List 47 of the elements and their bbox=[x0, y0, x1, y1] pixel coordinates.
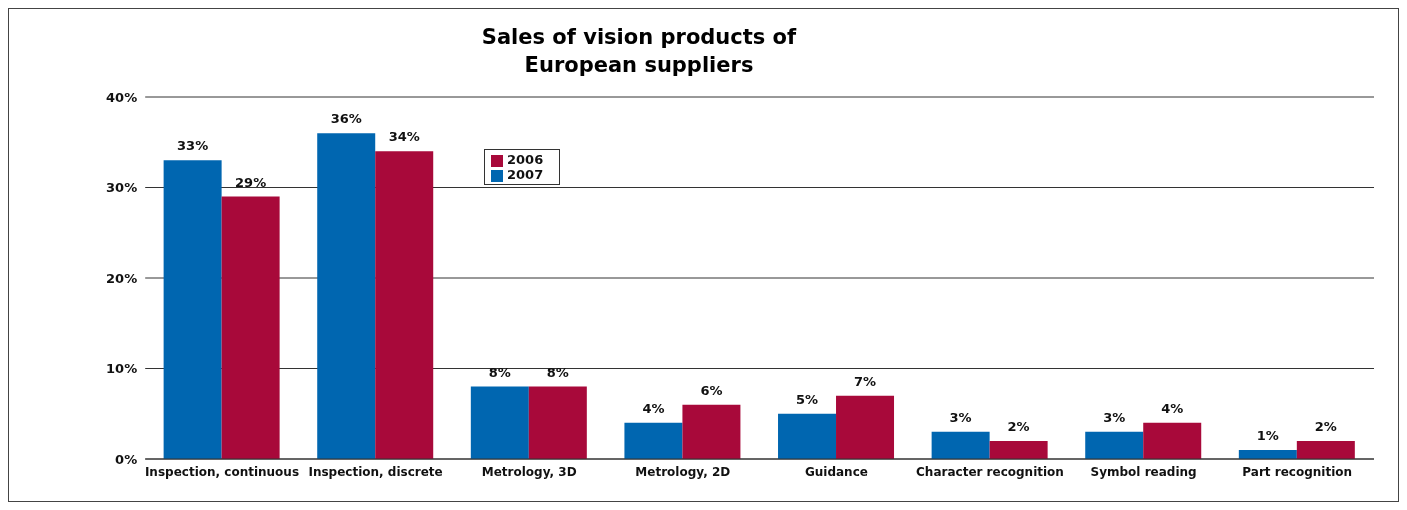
data-label: 5% bbox=[795, 391, 819, 407]
bar bbox=[1143, 422, 1202, 459]
chart-title: Sales of vision products of European suppliers bbox=[480, 24, 798, 79]
data-label: 3% bbox=[1103, 409, 1126, 425]
y-tick-label: 10% bbox=[106, 361, 138, 377]
data-label: 2% bbox=[1007, 418, 1030, 434]
bar bbox=[989, 440, 1048, 459]
bar bbox=[836, 395, 895, 459]
bar bbox=[470, 386, 529, 459]
bar bbox=[682, 404, 741, 459]
x-tick-label: Inspection, discrete bbox=[308, 464, 443, 479]
data-label: 6% bbox=[700, 382, 723, 398]
bar bbox=[528, 386, 587, 459]
x-tick-label: Part recognition bbox=[1242, 464, 1353, 479]
x-tick-label: Metrology, 3D bbox=[481, 464, 577, 479]
y-tick-label: 0% bbox=[115, 451, 138, 467]
data-label: 3% bbox=[949, 409, 972, 425]
data-label: 8% bbox=[546, 364, 569, 380]
bar bbox=[1296, 440, 1355, 459]
data-label: 4% bbox=[1161, 400, 1184, 416]
legend-label: 2007 bbox=[507, 167, 544, 182]
data-label: 4% bbox=[642, 400, 665, 416]
x-tick-label: Metrology, 2D bbox=[635, 464, 731, 479]
x-tick-label: Character recognition bbox=[916, 464, 1064, 479]
bar bbox=[624, 422, 683, 459]
bar bbox=[221, 196, 280, 459]
data-label: 2% bbox=[1314, 418, 1337, 434]
data-label: 7% bbox=[853, 373, 877, 389]
bar bbox=[1085, 431, 1144, 459]
data-label: 34% bbox=[388, 129, 420, 145]
bar bbox=[163, 160, 222, 459]
data-label: 8% bbox=[488, 364, 511, 380]
x-tick-label: Inspection, continuous bbox=[144, 464, 300, 479]
bar bbox=[317, 133, 376, 459]
y-tick-label: 30% bbox=[106, 180, 138, 196]
data-label: 1% bbox=[1256, 427, 1279, 443]
y-tick-label: 40% bbox=[106, 89, 138, 105]
x-tick-label: Guidance bbox=[804, 464, 868, 479]
bar bbox=[375, 151, 434, 459]
data-label: 33% bbox=[177, 138, 209, 154]
legend-label: 2006 bbox=[507, 152, 544, 167]
x-tick-label: Symbol reading bbox=[1090, 464, 1197, 479]
bar bbox=[778, 413, 837, 459]
data-label: 36% bbox=[330, 111, 362, 127]
data-label: 29% bbox=[235, 174, 267, 190]
y-tick-label: 20% bbox=[106, 270, 138, 286]
bar bbox=[931, 431, 990, 459]
